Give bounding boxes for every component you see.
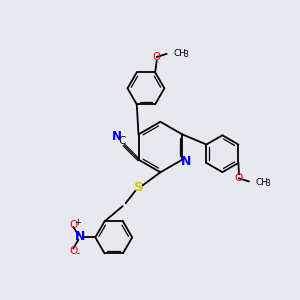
Text: CH: CH: [173, 49, 186, 58]
Text: S: S: [134, 181, 144, 194]
Text: 3: 3: [266, 179, 271, 188]
Text: N: N: [112, 130, 122, 143]
Text: N: N: [75, 230, 85, 243]
Text: N: N: [181, 154, 191, 168]
Text: O: O: [69, 246, 77, 256]
Text: +: +: [75, 218, 82, 227]
Text: CH: CH: [255, 178, 268, 187]
Text: O: O: [153, 52, 161, 62]
Text: O: O: [69, 220, 77, 230]
Text: O: O: [235, 173, 243, 183]
Text: -: -: [76, 249, 80, 258]
Text: 3: 3: [183, 50, 188, 59]
Text: C: C: [118, 136, 126, 146]
